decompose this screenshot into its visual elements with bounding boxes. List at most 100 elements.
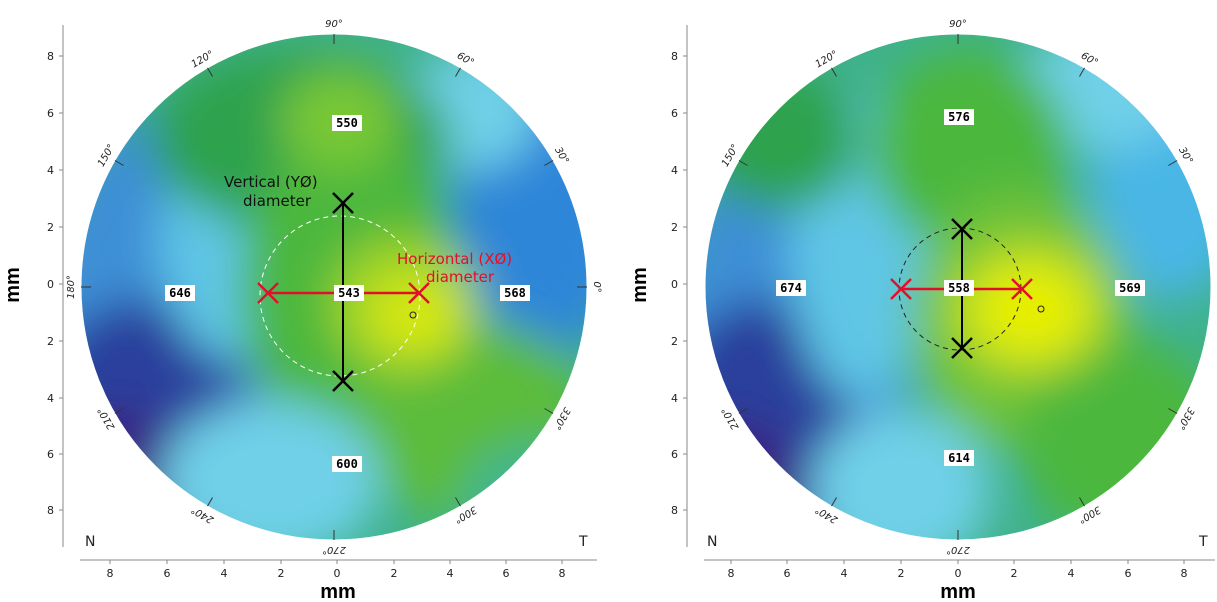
x-tick-label: 6 — [164, 567, 171, 580]
left-vertical-annotation-line2: diameter — [243, 192, 312, 210]
left-map-panel: 90°60°30°0°330°300°270°240°210°180°150°1… — [2, 19, 602, 602]
y-tick-label: 8 — [671, 50, 678, 63]
degree-label: 90° — [949, 19, 967, 30]
left-vertical-annotation-line1: Vertical (YØ) — [224, 173, 318, 191]
svg-text:646: 646 — [169, 286, 191, 300]
right-value-nasal: 674 — [776, 280, 806, 296]
y-tick-label: 2 — [671, 221, 678, 234]
left-horizontal-annotation-line2: diameter — [426, 268, 495, 286]
right-corner-nasal: N — [707, 534, 717, 550]
x-tick-label: 6 — [1125, 567, 1132, 580]
degree-tick — [207, 497, 213, 507]
y-tick-label: 2 — [47, 335, 54, 348]
left-horizontal-right-x-marker — [408, 282, 430, 304]
left-vertical-top-x-marker — [332, 192, 354, 214]
degree-tick — [831, 67, 837, 77]
left-value-inferior: 600 — [332, 456, 362, 472]
degree-tick — [1168, 408, 1178, 414]
degree-tick — [114, 160, 124, 166]
degree-tick — [738, 160, 748, 166]
x-tick-label: 8 — [728, 567, 735, 580]
svg-text:600: 600 — [336, 457, 358, 471]
left-x-axis-title: mm — [320, 581, 356, 602]
degree-label: 270° — [946, 544, 970, 555]
right-horizontal-right-x-marker — [1011, 278, 1033, 300]
left-horizontal-annotation-line1: Horizontal (XØ) — [397, 250, 512, 268]
x-tick-label: 4 — [221, 567, 228, 580]
svg-text:558: 558 — [948, 281, 970, 295]
y-tick-label: 4 — [47, 164, 54, 177]
right-y-axis-title: mm — [629, 267, 651, 303]
x-tick-label: 4 — [447, 567, 454, 580]
x-tick-label: 2 — [898, 567, 905, 580]
left-vertical-bottom-x-marker — [332, 370, 354, 392]
degree-tick — [544, 408, 554, 414]
left-value-superior: 550 — [332, 115, 362, 131]
degree-tick — [831, 497, 837, 507]
y-tick-label: 2 — [671, 335, 678, 348]
right-value-temporal: 569 — [1115, 280, 1145, 296]
y-tick-label: 4 — [671, 164, 678, 177]
svg-text:614: 614 — [948, 451, 970, 465]
y-tick-label: 8 — [47, 50, 54, 63]
right-value-center: 558 — [944, 280, 974, 296]
degree-tick — [207, 67, 213, 77]
degree-label: 90° — [325, 19, 343, 30]
y-tick-label: 4 — [47, 392, 54, 405]
left-center-marker — [409, 311, 417, 319]
degree-label: 270° — [322, 544, 346, 555]
left-measurement-circle — [259, 215, 421, 377]
y-tick-label: 8 — [47, 504, 54, 517]
svg-text:550: 550 — [336, 116, 358, 130]
right-vertical-bottom-x-marker — [951, 337, 973, 359]
y-tick-label: 6 — [671, 448, 678, 461]
degree-tick — [455, 497, 461, 507]
x-tick-label: 2 — [1011, 567, 1018, 580]
x-tick-label: 2 — [278, 567, 285, 580]
degree-tick — [544, 160, 554, 166]
degree-label: 0° — [591, 281, 602, 292]
left-y-axis-title: mm — [2, 267, 24, 303]
degree-tick — [1079, 67, 1085, 77]
left-corner-temporal: T — [578, 534, 588, 550]
degree-tick — [1168, 160, 1178, 166]
degree-tick — [114, 408, 124, 414]
right-value-inferior: 614 — [944, 450, 974, 466]
x-tick-label: 0 — [334, 567, 341, 580]
left-value-nasal: 646 — [165, 285, 195, 301]
x-tick-label: 2 — [391, 567, 398, 580]
degree-tick — [1079, 497, 1085, 507]
y-tick-label: 2 — [47, 221, 54, 234]
degree-tick — [738, 408, 748, 414]
left-value-center: 543 — [334, 285, 364, 301]
y-tick-label: 0 — [47, 278, 54, 291]
left-axis-ticks: 8 6 4 2 0 2 4 6 8 8 6 4 2 0 2 4 6 8 — [47, 50, 566, 580]
degree-tick — [455, 67, 461, 77]
svg-text:543: 543 — [338, 286, 360, 300]
x-tick-label: 4 — [841, 567, 848, 580]
left-value-temporal: 568 — [500, 285, 530, 301]
degree-label: 180° — [66, 275, 77, 299]
x-tick-label: 4 — [1068, 567, 1075, 580]
y-tick-label: 0 — [671, 278, 678, 291]
x-tick-label: 8 — [559, 567, 566, 580]
y-tick-label: 6 — [47, 107, 54, 120]
y-tick-label: 6 — [671, 107, 678, 120]
y-tick-label: 6 — [47, 448, 54, 461]
svg-text:569: 569 — [1119, 281, 1141, 295]
right-corner-temporal: T — [1198, 534, 1208, 550]
left-horizontal-left-x-marker — [257, 282, 279, 304]
right-axis-ticks: 8 6 4 2 0 2 4 6 8 8 6 4 2 0 2 4 6 8 — [671, 50, 1188, 580]
svg-text:568: 568 — [504, 286, 526, 300]
left-thickness-map — [81, 34, 587, 540]
right-horizontal-left-x-marker — [890, 278, 912, 300]
right-center-marker — [1037, 305, 1045, 313]
left-corner-nasal: N — [85, 534, 95, 550]
x-tick-label: 8 — [107, 567, 114, 580]
x-tick-label: 6 — [784, 567, 791, 580]
y-tick-label: 8 — [671, 504, 678, 517]
svg-text:674: 674 — [780, 281, 802, 295]
right-value-superior: 576 — [944, 109, 974, 125]
